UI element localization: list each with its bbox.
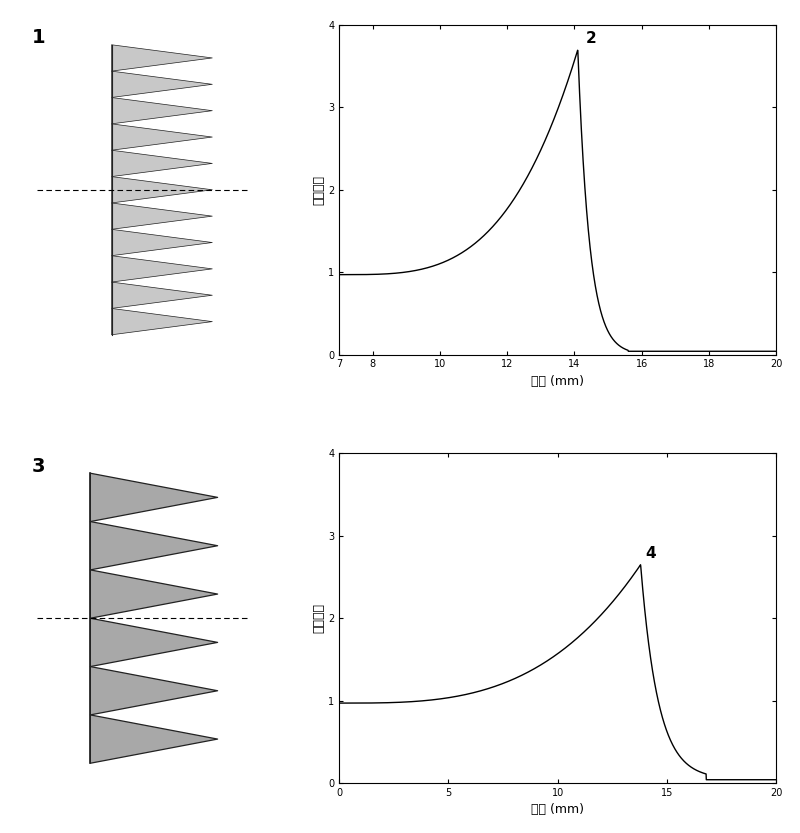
Text: 4: 4 <box>645 546 656 561</box>
Text: 3: 3 <box>32 456 46 476</box>
Text: 1: 1 <box>32 28 46 47</box>
X-axis label: 深度 (mm): 深度 (mm) <box>531 804 584 816</box>
Y-axis label: 相对剂量: 相对剂量 <box>312 175 326 205</box>
X-axis label: 深度 (mm): 深度 (mm) <box>531 375 584 388</box>
Y-axis label: 相对剂量: 相对剂量 <box>312 603 326 633</box>
Text: 2: 2 <box>586 31 597 46</box>
